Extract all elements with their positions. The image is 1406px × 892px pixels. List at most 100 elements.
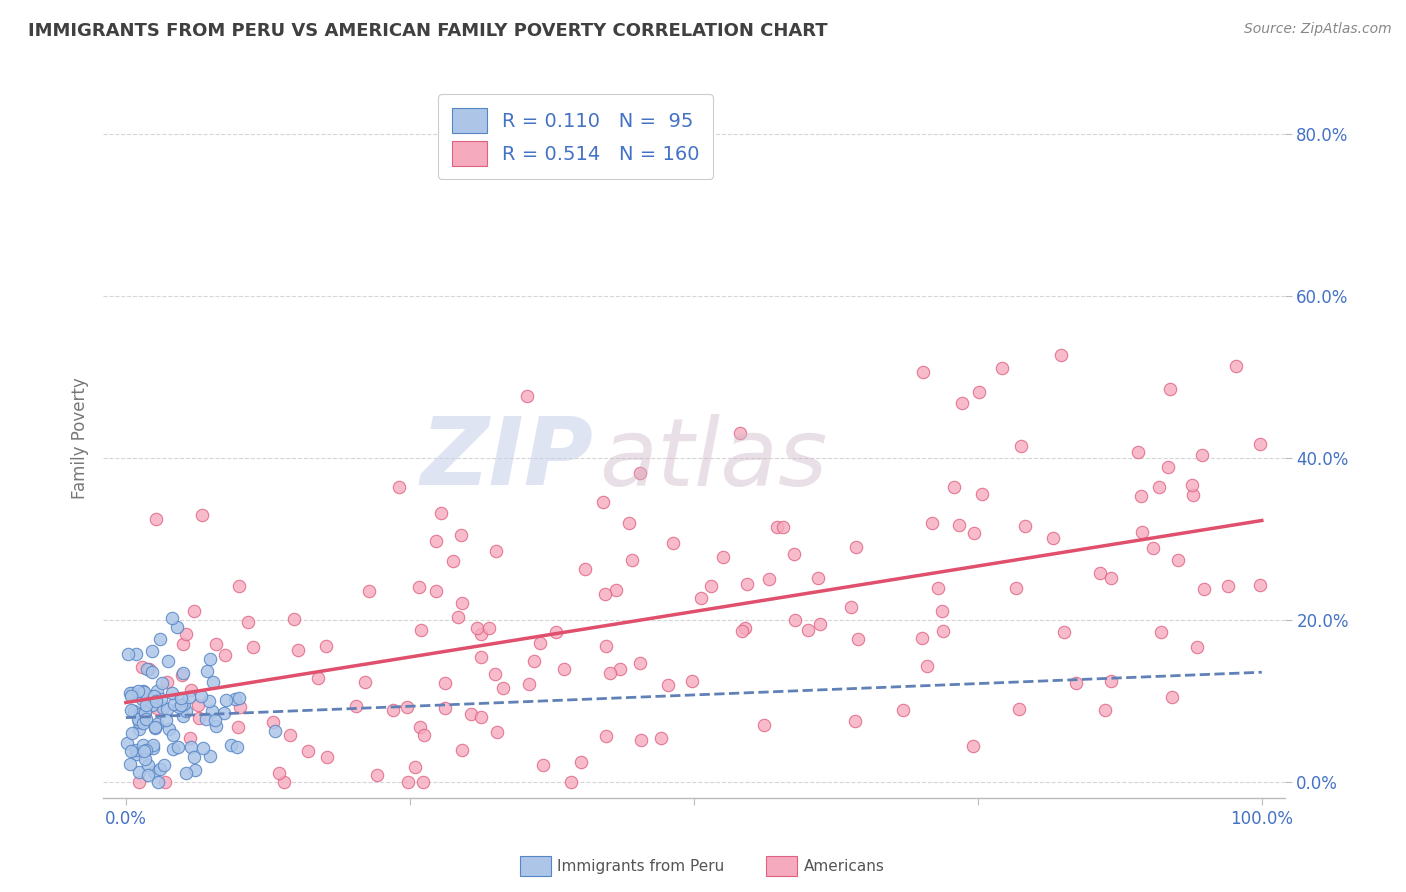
Point [128, 723, 150, 737]
Point [219, 738, 242, 752]
Point [1160, 690, 1182, 705]
Point [132, 716, 155, 731]
Point [188, 711, 211, 725]
Text: ZIP: ZIP [420, 413, 593, 506]
Point [467, 622, 489, 636]
Point [262, 715, 284, 730]
Point [1191, 448, 1213, 462]
Point [170, 668, 193, 682]
Point [180, 740, 202, 755]
Point [1159, 382, 1181, 396]
Point [1099, 673, 1122, 688]
Point [155, 713, 177, 727]
Point [1053, 624, 1076, 639]
Point [141, 698, 163, 712]
Point [486, 725, 509, 739]
Point [963, 526, 986, 541]
Point [149, 632, 172, 646]
Point [167, 699, 190, 714]
Point [395, 700, 418, 714]
Point [156, 654, 179, 668]
Point [450, 527, 472, 541]
Point [1088, 566, 1111, 580]
Point [143, 720, 166, 734]
Point [143, 690, 166, 704]
Point [128, 775, 150, 789]
Point [447, 610, 470, 624]
Point [595, 639, 617, 653]
Point [628, 656, 651, 670]
Point [734, 621, 756, 635]
Point [143, 722, 166, 736]
Point [690, 591, 713, 606]
Point [120, 702, 142, 716]
Point [121, 686, 143, 700]
Point [772, 520, 794, 534]
Point [183, 750, 205, 764]
Point [198, 652, 221, 666]
Point [1225, 359, 1247, 373]
Point [609, 661, 631, 675]
Point [180, 683, 202, 698]
Point [1129, 489, 1152, 503]
Point [1064, 675, 1087, 690]
Point [267, 766, 290, 780]
Point [149, 762, 172, 776]
Point [263, 723, 285, 738]
Point [166, 739, 188, 754]
Point [932, 624, 955, 638]
Point [184, 763, 207, 777]
Point [917, 659, 939, 673]
Point [844, 714, 866, 728]
Point [153, 775, 176, 789]
Point [948, 517, 970, 532]
Point [962, 739, 984, 754]
Point [592, 495, 614, 509]
Point [160, 611, 183, 625]
Point [149, 692, 172, 706]
Point [434, 701, 457, 715]
Point [1099, 571, 1122, 585]
Point [967, 384, 990, 399]
Point [156, 702, 179, 716]
Point [136, 662, 159, 676]
Point [172, 709, 194, 723]
Point [125, 647, 148, 661]
Point [145, 694, 167, 708]
Text: IMMIGRANTS FROM PERU VS AMERICAN FAMILY POVERTY CORRELATION CHART: IMMIGRANTS FROM PERU VS AMERICAN FAMILY … [28, 22, 828, 40]
Point [177, 690, 200, 705]
Point [1181, 478, 1204, 492]
Point [1192, 582, 1215, 597]
Point [451, 743, 474, 757]
Point [1167, 553, 1189, 567]
Point [553, 662, 575, 676]
Point [187, 698, 209, 712]
Point [681, 673, 703, 688]
Point [569, 755, 592, 769]
Point [484, 667, 506, 681]
Point [190, 689, 212, 703]
Point [344, 699, 367, 714]
Point [1182, 488, 1205, 502]
Point [195, 712, 218, 726]
Point [280, 728, 302, 742]
Point [381, 703, 404, 717]
Point [205, 637, 228, 651]
Point [191, 741, 214, 756]
Point [135, 713, 157, 727]
Point [595, 729, 617, 743]
Point [121, 726, 143, 740]
Point [516, 389, 538, 403]
Point [560, 775, 582, 789]
Point [172, 666, 194, 681]
Point [174, 704, 197, 718]
Point [357, 583, 380, 598]
Point [1126, 445, 1149, 459]
Point [429, 506, 451, 520]
Point [650, 731, 672, 745]
Point [492, 681, 515, 695]
Point [170, 698, 193, 712]
Point [943, 480, 966, 494]
Point [127, 712, 149, 726]
Point [134, 706, 156, 721]
